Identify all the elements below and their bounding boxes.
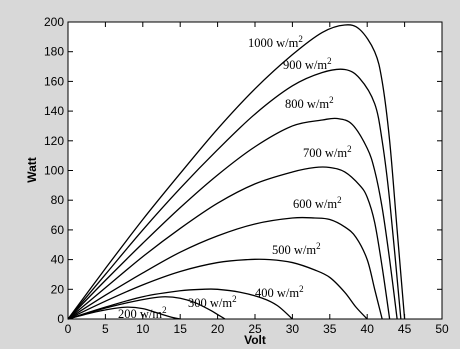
x-tick-label: 50 [435,322,449,336]
curve-label-1: 900 w/m2 [283,56,332,72]
pv-curve-1 [67,68,402,320]
y-tick-label: 140 [44,104,64,118]
y-tick-label: 40 [51,253,65,267]
curve-label-7: 300 w/m2 [188,294,237,310]
curve-label-superscript: 2 [327,56,332,66]
curve-label-superscript: 2 [298,34,303,44]
curve-label-text: 600 w/m [293,197,337,211]
y-tick-label: 100 [44,164,64,178]
y-tick-label: 0 [57,312,64,326]
curves-group [67,24,406,320]
x-tick-label: 20 [211,322,225,336]
x-tick-label: 45 [398,322,412,336]
curve-label-superscript: 2 [316,241,321,251]
x-tick-label: 0 [65,322,72,336]
x-tick-label: 10 [136,322,150,336]
x-tick-label: 15 [174,322,188,336]
curve-label-2: 800 w/m2 [285,95,334,111]
pv-curve-8 [67,306,181,320]
pv-curve-0 [67,24,406,320]
x-tick-label: 35 [323,322,337,336]
curve-label-text: 700 w/m [303,146,347,160]
curve-label-superscript: 2 [232,294,237,304]
curve-label-5: 500 w/m2 [272,241,321,257]
y-axis-label: Watt [25,157,39,183]
y-tick-label: 160 [44,74,64,88]
y-tick-label: 120 [44,134,64,148]
curve-label-text: 1000 w/m [248,36,299,50]
pv-curve-5 [67,258,368,320]
x-tick-label: 40 [361,322,375,336]
x-tick-label: 25 [248,322,262,336]
curve-label-8: 200 w/m2 [118,305,167,321]
pv-curve-2 [67,117,398,320]
y-tick-label: 20 [51,282,65,296]
curve-label-text: 500 w/m [272,243,316,257]
curve-label-text: 200 w/m [118,307,162,321]
ticks-group: 0 5 10 15 20 25 30 35 40 45 50 0 20 40 60 80 100 120 140 16… [44,15,449,336]
curve-label-text: 900 w/m [283,58,327,72]
curve-label-superscript: 2 [299,284,304,294]
y-tick-label: 180 [44,45,64,59]
y-tick-label: 200 [44,15,64,29]
pv-curve-4 [67,216,383,320]
pv-curve-6 [67,288,293,320]
curve-label-text: 800 w/m [285,97,329,111]
pv-curve-3 [67,166,391,320]
curve-label-superscript: 2 [347,144,352,154]
pv-curve-7 [67,296,226,320]
y-tick-label: 80 [51,193,65,207]
x-axis-label: Volt [244,333,266,347]
curve-label-text: 400 w/m [255,286,299,300]
curve-label-superscript: 2 [329,95,334,105]
curve-label-0: 1000 w/m2 [248,34,303,50]
x-tick-label: 5 [102,322,109,336]
curve-label-superscript: 2 [162,305,167,315]
curve-label-text: 300 w/m [188,296,232,310]
y-tick-label: 60 [51,223,65,237]
x-tick-label: 30 [286,322,300,336]
curve-label-superscript: 2 [337,195,342,205]
curve-label-6: 400 w/m2 [255,284,304,300]
curve-label-3: 700 w/m2 [303,144,352,160]
curve-label-4: 600 w/m2 [293,195,342,211]
